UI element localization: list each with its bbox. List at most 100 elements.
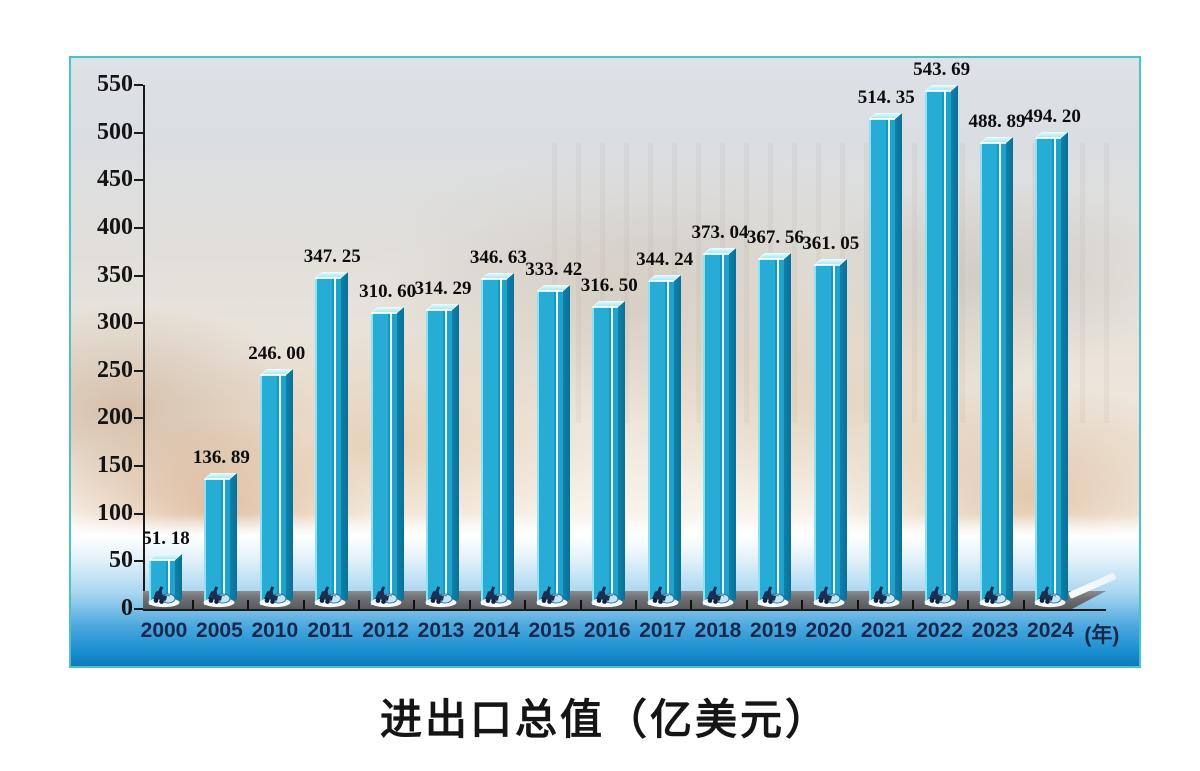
cargo-loader-icon xyxy=(368,582,404,608)
cargo-loader-icon xyxy=(755,582,791,608)
cargo-loader-icon xyxy=(977,582,1013,608)
cargo-loader-icon xyxy=(312,582,348,608)
y-axis-tick xyxy=(134,322,143,325)
bar-value-label-2017: 344. 24 xyxy=(636,249,694,270)
cargo-loader-icon xyxy=(589,582,625,608)
x-axis-tick xyxy=(1022,600,1025,609)
bar-front-2018 xyxy=(703,254,729,605)
cargo-loader-icon xyxy=(700,582,736,608)
bar-side-2012 xyxy=(396,307,404,605)
bar-front-2021 xyxy=(869,119,896,605)
x-axis-tick xyxy=(967,600,970,609)
bar-side-2020 xyxy=(839,259,847,605)
y-tick-label: 300 xyxy=(97,309,133,336)
bar-value-label-2020: 361. 05 xyxy=(802,233,860,254)
x-tick-label-2014: 2014 xyxy=(473,619,520,642)
bar-front-2015 xyxy=(536,291,563,605)
bar-value-label-2019: 367. 56 xyxy=(746,227,804,248)
bar-value-label-2015: 333. 42 xyxy=(525,259,583,280)
x-axis-tick xyxy=(247,600,250,609)
x-tick-label-2011: 2011 xyxy=(307,619,353,642)
bar-side-2010 xyxy=(285,369,293,605)
bar-side-2018 xyxy=(729,248,736,605)
bar-value-label-2005: 136. 89 xyxy=(192,447,250,468)
x-axis-tick xyxy=(357,600,360,609)
x-tick-label-2019: 2019 xyxy=(750,619,797,642)
chart-frame: 0 50 100 150 200 250 300 350 400 450 500 550 51. 18 2… xyxy=(69,56,1141,668)
y-axis-tick xyxy=(134,179,143,182)
bar-side-2022 xyxy=(950,85,958,606)
bar-side-2019 xyxy=(784,253,792,605)
x-axis-tick xyxy=(302,600,305,609)
bar-front-2020 xyxy=(813,265,840,605)
bar-value-label-2012: 310. 60 xyxy=(359,281,417,302)
y-axis-tick xyxy=(134,84,143,86)
x-axis-tick xyxy=(801,600,804,609)
bar-side-2014 xyxy=(507,273,515,605)
bar-front-2012 xyxy=(370,313,397,605)
y-axis-tick xyxy=(134,274,143,277)
x-tick-label-2000: 2000 xyxy=(140,619,188,642)
x-tick-label-2024: 2024 xyxy=(1027,619,1074,642)
bar-side-2023 xyxy=(1006,137,1013,605)
cargo-loader-icon xyxy=(866,582,902,608)
bar-side-2024 xyxy=(1061,132,1069,605)
x-tick-label-2010: 2010 xyxy=(251,619,299,642)
bar-front-2023 xyxy=(980,143,1006,605)
x-axis-tick xyxy=(745,600,748,609)
x-axis-tick xyxy=(856,600,859,609)
y-tick-label: 450 xyxy=(97,166,133,193)
y-tick-label: 550 xyxy=(97,71,133,97)
y-tick-label: 200 xyxy=(97,404,133,431)
bar-front-2014 xyxy=(481,279,508,605)
chart-title: 进出口总值（亿美元） xyxy=(379,696,830,743)
y-axis-tick xyxy=(134,131,143,134)
x-tick-label-2022: 2022 xyxy=(916,619,963,642)
bar-front-2016 xyxy=(592,307,619,605)
x-tick-label-2012: 2012 xyxy=(362,619,409,642)
x-axis-tick xyxy=(468,600,471,609)
y-tick-label: 350 xyxy=(97,261,133,288)
bar-value-label-2010: 246. 00 xyxy=(248,343,306,364)
x-axis-tick xyxy=(191,600,194,609)
x-axis-unit-label: (年) xyxy=(1084,624,1120,647)
bar-value-label-2024: 494. 20 xyxy=(1023,106,1081,127)
y-tick-label: 150 xyxy=(97,452,133,479)
bar-front-2022 xyxy=(924,91,951,605)
y-tick-label: 500 xyxy=(97,118,133,145)
bar-front-2024 xyxy=(1035,138,1062,605)
cargo-loader-icon xyxy=(534,582,570,608)
bar-value-label-2022: 543. 69 xyxy=(913,59,971,80)
cargo-loader-icon xyxy=(257,582,293,608)
bar-front-2013 xyxy=(426,310,452,605)
y-axis-tick xyxy=(134,560,143,563)
bar-side-2015 xyxy=(562,285,570,605)
x-tick-label-2018: 2018 xyxy=(694,619,742,642)
x-axis-tick xyxy=(579,600,582,609)
cargo-loader-icon xyxy=(1032,582,1068,608)
y-tick-label: 100 xyxy=(97,499,133,526)
x-tick-label-2005: 2005 xyxy=(196,619,243,642)
x-axis-tick xyxy=(911,600,914,609)
x-axis-tick xyxy=(524,600,527,609)
bar-value-label-2013: 314. 29 xyxy=(414,278,472,299)
y-tick-label: 400 xyxy=(97,213,133,240)
y-axis-tick xyxy=(134,226,143,229)
cargo-loader-icon xyxy=(922,582,958,608)
x-axis-tick xyxy=(634,600,637,609)
x-axis-line xyxy=(143,609,1106,611)
x-axis-tick xyxy=(413,600,416,609)
bar-value-label-2011: 347. 25 xyxy=(303,246,361,267)
x-axis-tick xyxy=(690,600,693,609)
y-axis-tick xyxy=(134,608,143,610)
y-axis-tick xyxy=(134,512,143,515)
x-tick-label-2023: 2023 xyxy=(971,619,1019,642)
cargo-loader-icon xyxy=(478,582,514,608)
x-tick-label-2015: 2015 xyxy=(528,619,576,642)
bar-front-2010 xyxy=(259,375,286,605)
bar-value-label-2014: 346. 63 xyxy=(469,247,527,268)
y-tick-label: 50 xyxy=(109,547,133,574)
bar-value-label-2023: 488. 89 xyxy=(968,111,1026,132)
x-tick-label-2016: 2016 xyxy=(583,619,631,642)
cargo-loader-icon xyxy=(423,582,459,608)
